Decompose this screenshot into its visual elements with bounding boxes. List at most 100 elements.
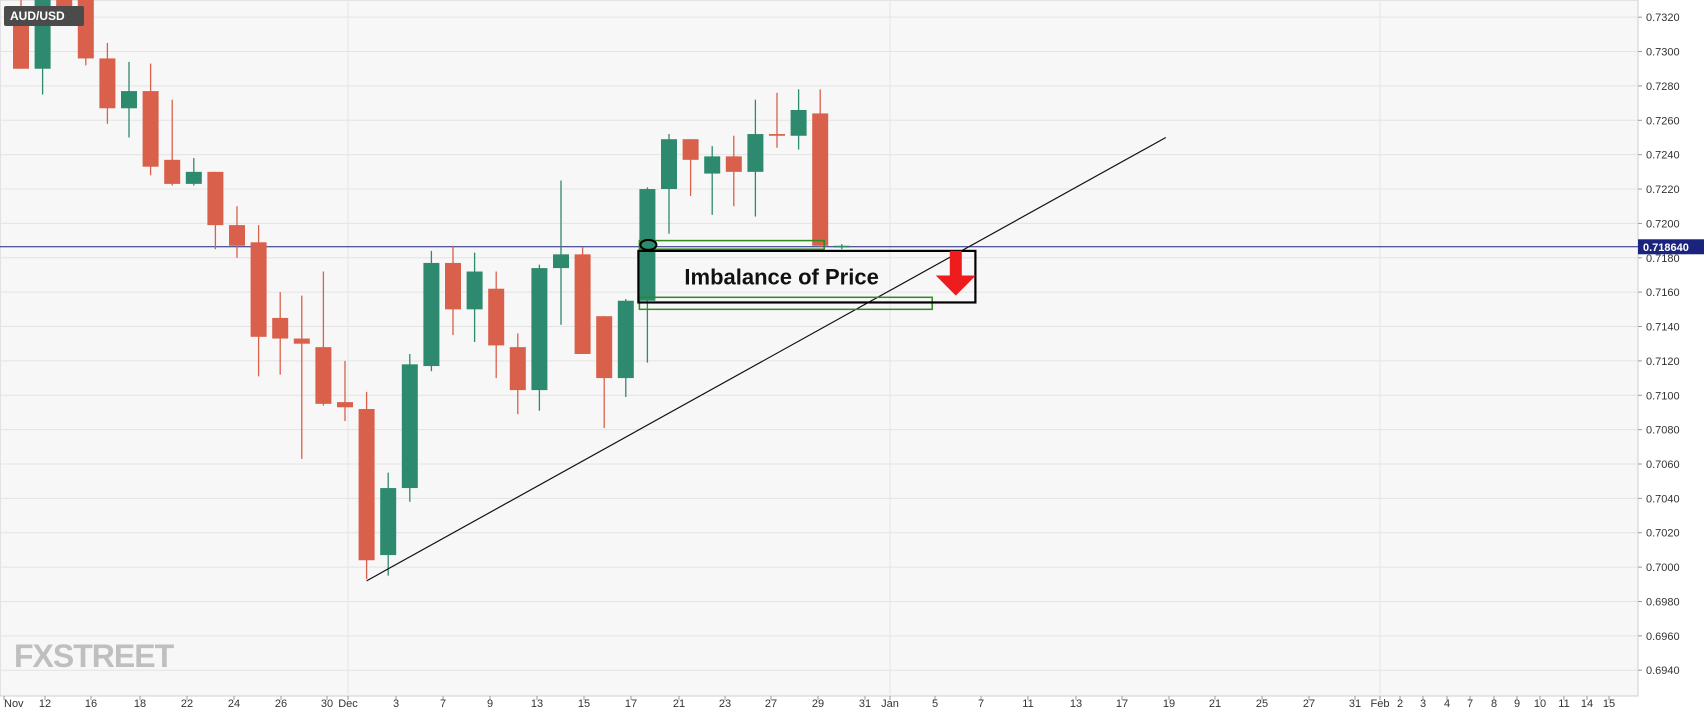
y-tick-label: 0.7280 <box>1646 81 1680 93</box>
x-tick-label: Nov <box>4 698 24 710</box>
x-tick-label: 23 <box>719 698 731 710</box>
y-axis: 0.7320 0.7300 0.7280 0.7260 0.7240 0.7220 0.72… <box>1638 12 1680 677</box>
x-tick-label: 21 <box>1209 698 1221 710</box>
candle <box>704 146 721 215</box>
x-tick-label: 2 <box>1397 698 1403 710</box>
candle <box>725 135 742 207</box>
chart-title: AUD/USD <box>10 9 65 23</box>
candle <box>142 63 159 176</box>
candle <box>531 264 548 411</box>
candle <box>682 139 699 196</box>
candle <box>596 316 613 428</box>
annotations[interactable]: Imbalance of Price <box>637 238 977 311</box>
x-tick-label: 16 <box>85 698 97 710</box>
x-tick-label: 31 <box>1349 698 1361 710</box>
y-tick-label: 0.6980 <box>1646 596 1680 608</box>
x-tick-label: 11 <box>1022 698 1033 710</box>
candle <box>164 99 181 186</box>
x-tick-label: Dec <box>338 698 358 710</box>
candle <box>574 247 591 355</box>
y-tick-label: 0.7200 <box>1646 218 1680 230</box>
y-tick-label: 0.7060 <box>1646 459 1680 471</box>
candle <box>358 391 375 580</box>
x-tick-label: 18 <box>134 698 146 710</box>
x-tick-label: Feb <box>1371 698 1390 710</box>
candle-body <box>56 0 73 9</box>
candles <box>13 0 850 580</box>
x-tick-label: 17 <box>1116 698 1128 710</box>
candle-body <box>488 288 505 346</box>
y-tick-label: 0.6940 <box>1646 665 1680 677</box>
candle-body <box>833 245 850 248</box>
candle <box>337 360 353 422</box>
x-tick-label: 15 <box>578 698 590 710</box>
candle <box>229 206 245 258</box>
candle-body <box>423 262 440 367</box>
candle <box>99 42 116 124</box>
x-tick-label: 24 <box>228 698 240 710</box>
candle <box>833 244 850 250</box>
x-tick-label: 14 <box>1581 698 1593 710</box>
candle-body <box>229 225 245 246</box>
candle-body <box>639 189 656 301</box>
x-tick-label: 17 <box>625 698 637 710</box>
candle <box>185 158 202 186</box>
candle-body <box>790 109 807 136</box>
candle-body <box>142 91 159 167</box>
candle-body <box>812 113 829 246</box>
x-tick-label: 8 <box>1491 698 1497 710</box>
x-axis: Nov 12 16 18 22 24 26 30 Dec 3 7 9 13 15 17 21 23 27 29 31 J… <box>3 696 1615 710</box>
x-tick-label: 29 <box>812 698 824 710</box>
y-tick-label: 0.7120 <box>1646 356 1680 368</box>
candle <box>790 89 807 150</box>
x-tick-label: 7 <box>978 698 984 710</box>
candle <box>466 252 483 342</box>
trendline[interactable] <box>366 136 1167 582</box>
current-price-label: 0.718640 <box>1643 242 1689 254</box>
candle <box>380 472 397 576</box>
y-tick-label: 0.7040 <box>1646 493 1680 505</box>
x-tick-label: 11 <box>1558 698 1569 710</box>
y-tick-label: 0.7000 <box>1646 562 1680 574</box>
candle-body <box>207 171 224 226</box>
y-tick-label: 0.7300 <box>1646 47 1680 59</box>
candle-body <box>747 134 764 172</box>
candle-body <box>185 171 202 184</box>
candle-body <box>466 271 483 310</box>
candle-body <box>293 338 310 344</box>
imbalance-box[interactable] <box>637 249 977 304</box>
candle-body <box>380 488 397 556</box>
x-tick-label: 26 <box>275 698 287 710</box>
candle <box>272 292 289 375</box>
fxstreet-watermark: FXSTREET <box>14 638 175 674</box>
x-tick-label: 19 <box>1163 698 1175 710</box>
title-badge: AUD/USD <box>4 6 84 26</box>
candle-body <box>661 139 677 190</box>
candle <box>747 99 764 217</box>
candle-body <box>315 347 332 404</box>
x-tick-label: 12 <box>39 698 51 710</box>
candle <box>250 225 267 377</box>
candle-body <box>121 91 137 109</box>
candle-body <box>272 317 289 339</box>
x-tick-label: 22 <box>181 698 193 710</box>
x-tick-label: 30 <box>321 698 333 710</box>
down-arrow-icon <box>935 250 976 296</box>
x-tick-label: 9 <box>487 698 493 710</box>
candle <box>509 333 526 415</box>
candle-body <box>99 58 116 109</box>
candle-body <box>445 262 461 310</box>
x-tick-label: 7 <box>440 698 446 710</box>
x-tick-label: 27 <box>1303 698 1315 710</box>
plot-background <box>0 0 1639 697</box>
x-tick-label: 3 <box>393 698 399 710</box>
grid-lines <box>0 0 1638 696</box>
highlight-circle <box>639 238 658 251</box>
candle-body <box>13 13 29 69</box>
candle-body <box>164 159 181 184</box>
y-tick-label: 0.7080 <box>1646 425 1680 437</box>
x-tick-label: 5 <box>932 698 938 710</box>
candle <box>121 61 137 138</box>
candle-body <box>596 316 613 379</box>
